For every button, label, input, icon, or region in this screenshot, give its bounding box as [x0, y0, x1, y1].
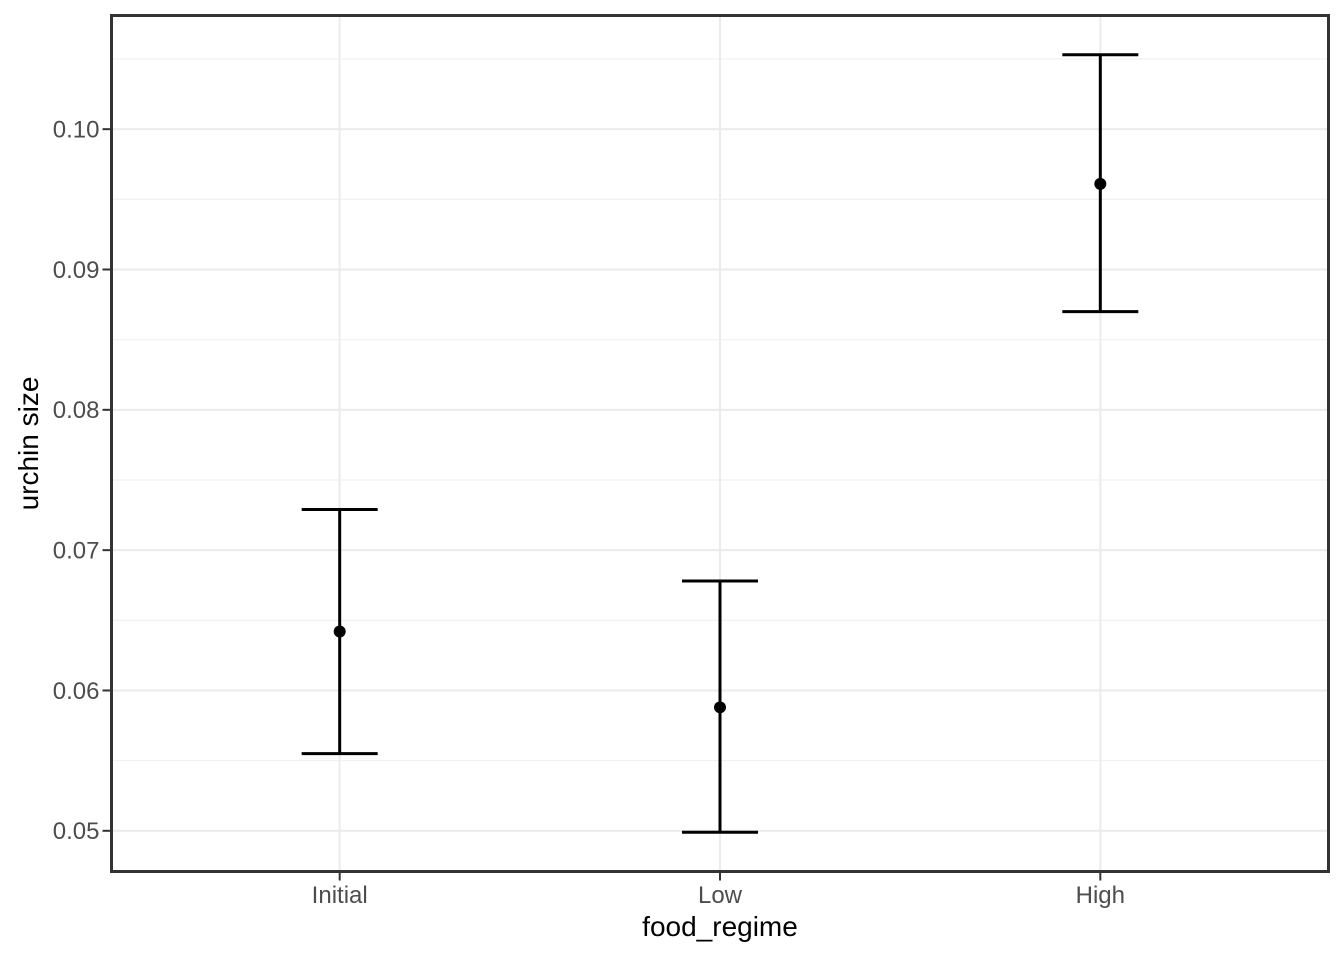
y-tick-label: 0.08 — [53, 397, 100, 424]
point-marker — [333, 625, 346, 638]
x-tick-label: Low — [698, 882, 743, 909]
y-tick-label: 0.05 — [53, 818, 100, 845]
errorbar-group-initial — [301, 507, 378, 756]
x-tick-label: Initial — [312, 882, 368, 909]
y-tick-label: 0.07 — [53, 537, 100, 564]
errorbar-group-low — [682, 579, 758, 834]
point-marker — [714, 701, 726, 714]
panel-border — [110, 14, 1330, 873]
x-tick-label: High — [1076, 882, 1125, 909]
y-tick-label: 0.09 — [53, 257, 100, 284]
errorbar-group-high — [1062, 53, 1139, 314]
x-axis-title: food_regime — [642, 911, 798, 942]
y-tick-label: 0.06 — [53, 678, 100, 705]
point-marker — [1094, 177, 1107, 190]
y-tick-label: 0.10 — [53, 116, 100, 143]
y-axis-title: urchin size — [13, 377, 44, 511]
plot-panel: 0.05 0.06 0.07 0.08 0.09 0.10 Initial Low High — [53, 14, 1330, 909]
